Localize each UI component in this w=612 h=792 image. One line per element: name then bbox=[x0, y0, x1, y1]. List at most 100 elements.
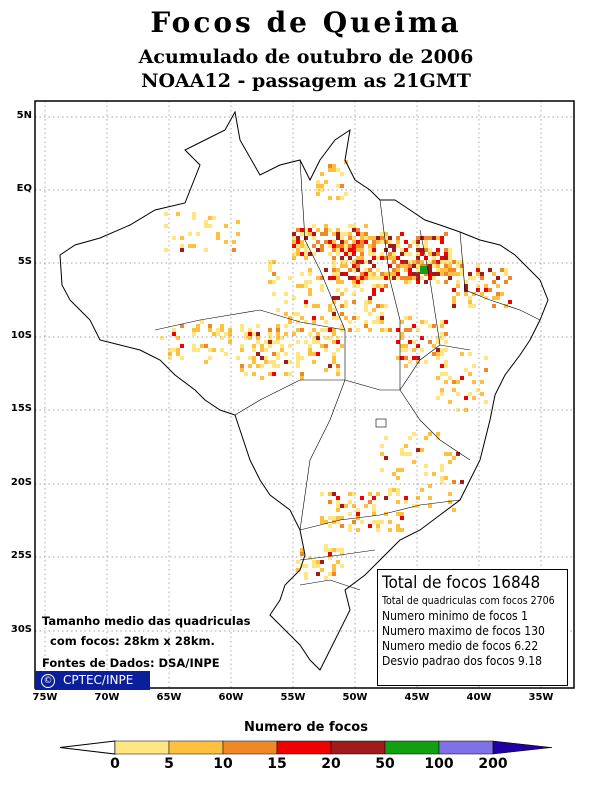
fire-cell bbox=[272, 340, 276, 344]
fire-cell bbox=[324, 368, 328, 372]
fire-cell bbox=[408, 260, 412, 264]
fire-cell bbox=[428, 504, 432, 508]
fire-cell bbox=[296, 244, 300, 248]
fire-cell bbox=[444, 264, 448, 268]
note-grid-dimensions: com focos: 28km x 28km. bbox=[50, 634, 215, 648]
fire-cell bbox=[448, 264, 452, 268]
fire-cell bbox=[340, 564, 344, 568]
fire-cell bbox=[480, 272, 484, 276]
fire-cell bbox=[364, 260, 368, 264]
fire-cell bbox=[428, 260, 432, 264]
fire-cell bbox=[396, 276, 400, 280]
fire-cell bbox=[304, 340, 308, 344]
fire-cell bbox=[324, 544, 328, 548]
fire-cell bbox=[224, 332, 228, 336]
fire-cell bbox=[204, 344, 208, 348]
fire-cell bbox=[460, 264, 464, 268]
fire-cell bbox=[408, 252, 412, 256]
fire-cell bbox=[324, 344, 328, 348]
fire-cell bbox=[336, 516, 340, 520]
map-subtitle-period: Acumulado de outubro de 2006 bbox=[138, 46, 474, 68]
fire-cell bbox=[448, 256, 452, 260]
fire-cell bbox=[400, 356, 404, 360]
fire-cell bbox=[340, 248, 344, 252]
fire-cell bbox=[304, 252, 308, 256]
fire-cell bbox=[336, 196, 340, 200]
fire-cell bbox=[432, 260, 436, 264]
fire-cell bbox=[256, 352, 260, 356]
fire-cell bbox=[180, 344, 184, 348]
fire-cell bbox=[284, 372, 288, 376]
fire-cell bbox=[392, 268, 396, 272]
fire-cell bbox=[372, 244, 376, 248]
fire-cell bbox=[372, 504, 376, 508]
fire-cell bbox=[396, 340, 400, 344]
fire-cell bbox=[248, 332, 252, 336]
fire-cell bbox=[180, 324, 184, 328]
fire-cell bbox=[228, 340, 232, 344]
fire-cell bbox=[348, 232, 352, 236]
fire-cell bbox=[424, 360, 428, 364]
fire-cell bbox=[276, 276, 280, 280]
fire-cell bbox=[440, 260, 444, 264]
fire-cell bbox=[372, 288, 376, 292]
fire-cell bbox=[364, 304, 368, 308]
fire-cell bbox=[180, 356, 184, 360]
fire-cell bbox=[420, 266, 428, 274]
fire-cell bbox=[408, 436, 412, 440]
fire-cell bbox=[328, 516, 332, 520]
fire-cell bbox=[316, 228, 320, 232]
fire-cell bbox=[360, 232, 364, 236]
fire-cell bbox=[380, 316, 384, 320]
fire-cell bbox=[428, 340, 432, 344]
fire-cell bbox=[300, 284, 304, 288]
fire-cell bbox=[372, 264, 376, 268]
fire-cell bbox=[432, 276, 436, 280]
lat-label: EQ bbox=[16, 183, 32, 194]
fire-cell bbox=[284, 312, 288, 316]
fire-cell bbox=[300, 376, 304, 380]
fire-cell bbox=[332, 568, 336, 572]
fire-cell bbox=[464, 396, 468, 400]
fire-cell bbox=[408, 264, 412, 268]
fire-cell bbox=[296, 252, 300, 256]
fire-cell bbox=[384, 240, 388, 244]
fire-cell bbox=[328, 492, 332, 496]
fire-cell bbox=[388, 236, 392, 240]
fire-cell bbox=[180, 236, 184, 240]
fire-cell bbox=[196, 324, 200, 328]
fire-cell bbox=[300, 240, 304, 244]
fire-cell bbox=[376, 276, 380, 280]
fire-cell bbox=[344, 288, 348, 292]
fire-cell bbox=[300, 328, 304, 332]
fire-cell bbox=[336, 500, 340, 504]
fire-cell bbox=[348, 524, 352, 528]
fire-cell bbox=[328, 244, 332, 248]
fire-cell bbox=[316, 184, 320, 188]
fire-cell bbox=[392, 472, 396, 476]
fire-cell bbox=[420, 336, 424, 340]
fire-cell bbox=[452, 296, 456, 300]
fire-cell bbox=[368, 300, 372, 304]
fire-cell bbox=[332, 340, 336, 344]
fire-cell bbox=[264, 340, 268, 344]
fire-cell bbox=[440, 236, 444, 240]
fire-cell bbox=[440, 348, 444, 352]
fire-cell bbox=[428, 496, 432, 500]
fire-cell bbox=[176, 348, 180, 352]
fire-cell bbox=[384, 436, 388, 440]
fire-cell bbox=[252, 332, 256, 336]
fire-cell bbox=[416, 360, 420, 364]
fire-cell bbox=[468, 276, 472, 280]
fire-cell bbox=[472, 276, 476, 280]
fire-cell bbox=[368, 524, 372, 528]
fire-cell bbox=[212, 332, 216, 336]
fire-cell bbox=[240, 368, 244, 372]
fire-cell bbox=[352, 520, 356, 524]
fire-cell bbox=[272, 352, 276, 356]
fire-cell bbox=[344, 300, 348, 304]
fire-cell bbox=[488, 288, 492, 292]
fire-cell bbox=[328, 252, 332, 256]
fire-cell bbox=[292, 312, 296, 316]
fire-cell bbox=[412, 504, 416, 508]
